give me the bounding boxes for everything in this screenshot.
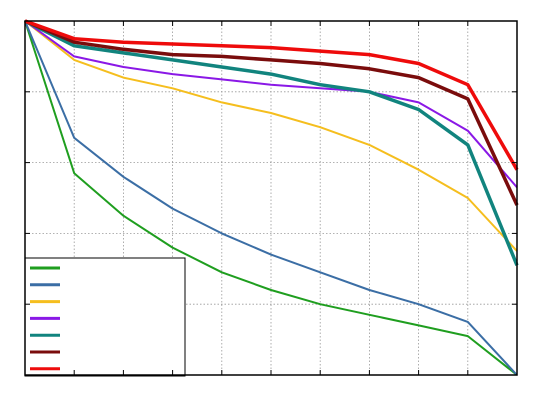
axis-ticks [24,20,518,376]
legend [24,257,186,377]
series-line-3 [24,20,518,252]
series-line-7 [24,19,519,171]
series-line-6 [24,19,519,206]
series-layer [24,19,519,376]
series-line-4 [24,20,518,189]
series-line-1 [24,20,518,376]
series-line-5 [24,19,519,266]
series-line-2 [24,20,518,376]
